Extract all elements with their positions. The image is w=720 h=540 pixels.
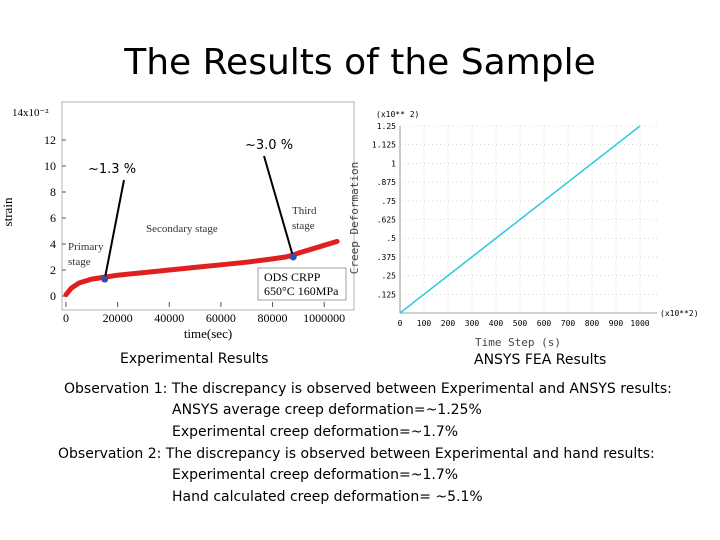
ansys-x-tick-label: 500: [513, 319, 528, 328]
material-box-line1: ODS CRPP: [264, 270, 321, 284]
experimental-y-tick-label: 8: [50, 185, 56, 199]
ansys-x-tick-label: 800: [585, 319, 600, 328]
caption-ansys: ANSYS FEA Results: [474, 352, 607, 368]
observation-2-hand: Hand calculated creep deformation= ~5.1%: [172, 489, 483, 505]
ansys-x-tick-label: 100: [417, 319, 432, 328]
ansys-y-tick-label: .625: [377, 216, 396, 225]
experimental-x-tick-label: 60000: [206, 311, 236, 325]
experimental-y-tick-label: 12: [44, 133, 56, 147]
primary-stage-label-line2: stage: [68, 256, 91, 268]
experimental-strain-curve: [63, 238, 340, 298]
slide-title: The Results of the Sample: [124, 42, 596, 83]
ansys-x-tick-label: 300: [465, 319, 480, 328]
experimental-chart: 14x10⁻² strain time(sec) 0 2 4 6 8 10 12 0 2000…: [0, 101, 355, 341]
ansys-x-axis-label: Time Step (s): [475, 336, 561, 349]
observation-1: Observation 1: The discrepancy is observ…: [64, 381, 672, 397]
callout-label-third: ~3.0 %: [245, 138, 293, 153]
callout-line-primary: [103, 179, 125, 280]
primary-stage-marker: [101, 275, 109, 283]
observation-1-experimental: Experimental creep deformation=~1.7%: [172, 424, 459, 440]
ansys-chart: (x10** 2) (x10**2) Creep Deformation Tim…: [348, 110, 699, 349]
observation-1-ansys: ANSYS average creep deformation=~1.25%: [172, 402, 482, 418]
experimental-y-tick-label: 0: [50, 289, 56, 303]
ansys-y-tick-label: .75: [382, 197, 397, 206]
ansys-y-tick-label: .375: [377, 253, 396, 262]
primary-stage-label-line1: Primary: [68, 241, 104, 253]
experimental-x-tick-label: 1000000: [303, 311, 345, 325]
ansys-creep-line: [399, 125, 641, 314]
ansys-y-tick-label: 1: [391, 159, 396, 168]
observation-2: Observation 2: The discrepancy is observ…: [58, 446, 655, 462]
observation-2-experimental: Experimental creep deformation=~1.7%: [172, 467, 459, 483]
caption-experimental: Experimental Results: [120, 351, 269, 367]
ansys-x-tick-label: 900: [609, 319, 624, 328]
experimental-y-tick-label: 6: [50, 211, 56, 225]
secondary-stage-label: Secondary stage: [146, 223, 218, 235]
experimental-y-tick-label: 4: [50, 237, 56, 251]
ansys-y-tick-label: .25: [382, 272, 397, 281]
third-stage-label-line1: Third: [292, 205, 317, 217]
experimental-y-axis-label: strain: [0, 197, 15, 226]
experimental-y-tick-label: 10: [44, 159, 56, 173]
ansys-x-tick-label: 1000: [630, 319, 649, 328]
experimental-x-tick-label: 0: [63, 311, 69, 325]
experimental-x-tick-label: 20000: [103, 311, 133, 325]
third-stage-label-line2: stage: [292, 220, 315, 232]
ansys-x-tick-label: 700: [561, 319, 576, 328]
ansys-x-tick-label: 0: [398, 319, 403, 328]
ansys-x-tick-label: 200: [441, 319, 456, 328]
ansys-y-tick-label: .5: [386, 234, 396, 243]
ansys-x-tick-label: 400: [489, 319, 504, 328]
experimental-y-exponent: 14x10⁻²: [12, 107, 49, 119]
experimental-y-tick-label: 2: [50, 263, 56, 277]
experimental-x-axis-label: time(sec): [184, 326, 232, 341]
ansys-y-tick-label: 1.125: [372, 141, 396, 150]
material-box: [257, 267, 347, 301]
ansys-x-exponent: (x10**2): [660, 309, 699, 318]
callout-line-third: [263, 155, 295, 258]
material-box-line2: 650°C 160MPa: [264, 284, 339, 298]
ansys-y-tick-label: .875: [377, 178, 396, 187]
ansys-y-exponent: (x10** 2): [376, 110, 419, 119]
ansys-y-axis-label: Creep Deformation: [348, 162, 361, 275]
ansys-y-tick-label: .125: [377, 290, 396, 299]
callout-label-primary: ~1.3 %: [88, 162, 136, 177]
experimental-x-tick-label: 40000: [154, 311, 184, 325]
experimental-x-tick-label: 80000: [258, 311, 288, 325]
third-stage-marker: [289, 253, 297, 261]
ansys-x-tick-label: 600: [537, 319, 552, 328]
ansys-y-tick-label: 1.25: [377, 122, 396, 131]
